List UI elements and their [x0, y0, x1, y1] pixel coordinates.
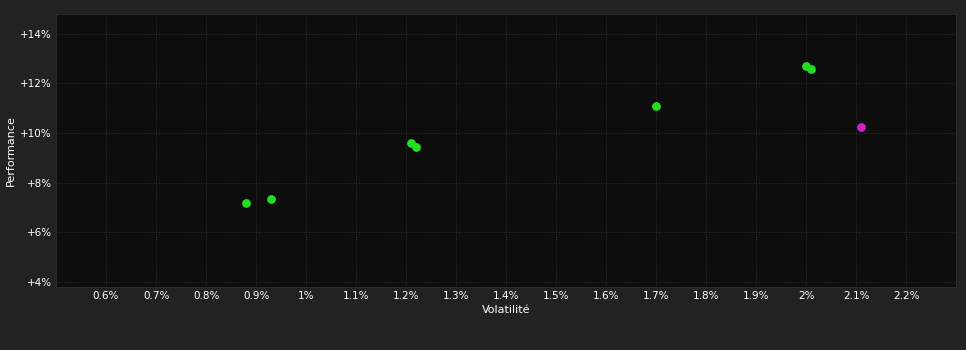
Point	[264, 196, 279, 202]
Point	[804, 66, 819, 71]
Point	[404, 140, 419, 146]
Point	[648, 103, 664, 108]
Point	[854, 124, 869, 130]
Point	[239, 200, 254, 205]
X-axis label: Volatilité: Volatilité	[482, 305, 530, 315]
Point	[799, 63, 814, 69]
Y-axis label: Performance: Performance	[6, 115, 16, 186]
Point	[409, 144, 424, 149]
